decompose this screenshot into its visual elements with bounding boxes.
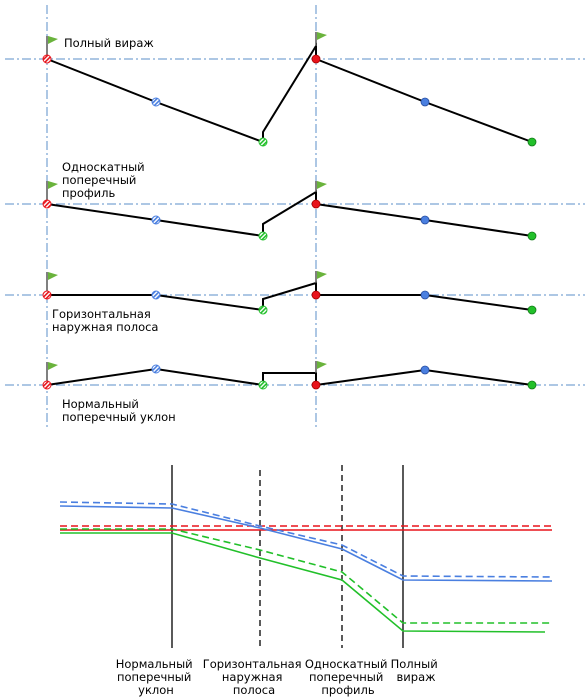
- flag-icon: [315, 181, 327, 192]
- point-blue-hatched: [151, 215, 161, 225]
- point-blue-hatched: [151, 290, 161, 300]
- section-horizontal-outer-lane: Горизонтальная наружная полоса: [42, 271, 537, 334]
- point-red-hatched: [42, 54, 52, 64]
- station-label-single-slope: Односкатный поперечный профиль: [305, 657, 391, 697]
- point-blue: [420, 290, 430, 300]
- point-green: [527, 380, 537, 390]
- section-single-slope-profile: Односкатный поперечный профиль: [42, 160, 537, 241]
- section-full-superelevation: Полный вираж: [42, 32, 537, 147]
- station-label-horizontal-lane: Горизонтальная наружная полоса: [203, 657, 306, 697]
- profile-line-left: [46, 42, 317, 144]
- point-red: [311, 54, 321, 64]
- profile-line-left: [47, 281, 317, 312]
- point-green-hatched: [258, 380, 268, 390]
- point-blue: [420, 365, 430, 375]
- flag-icon: [315, 361, 327, 373]
- point-red-hatched: [42, 290, 52, 300]
- blue-line-solid: [59, 505, 553, 582]
- green-line-dashed: [60, 528, 552, 624]
- blue-line-dashed: [59, 501, 553, 578]
- point-blue-hatched: [151, 97, 161, 107]
- flag-icon: [315, 32, 327, 46]
- section-label: Нормальный поперечный уклон: [62, 397, 176, 424]
- flag-icon: [315, 271, 327, 283]
- point-blue: [420, 97, 430, 107]
- point-green: [527, 231, 537, 241]
- transition-profile: Нормальный поперечный уклон Горизонтальн…: [59, 465, 553, 697]
- point-red: [311, 290, 321, 300]
- station-label-full-superelevation: Полный вираж: [391, 657, 442, 684]
- section-label: Горизонтальная наружная полоса: [52, 307, 158, 334]
- point-red: [311, 199, 321, 209]
- profile-line-left: [46, 190, 317, 238]
- point-blue-hatched: [151, 364, 161, 374]
- point-green-hatched: [258, 231, 268, 241]
- green-line-solid: [60, 532, 546, 633]
- section-label: Односкатный поперечный профиль: [62, 160, 148, 200]
- section-normal-crown: Нормальный поперечный уклон: [42, 361, 537, 424]
- point-blue: [420, 215, 430, 225]
- section-label: Полный вираж: [64, 36, 154, 50]
- point-green-hatched: [258, 137, 268, 147]
- point-green: [527, 137, 537, 147]
- station-label-normal-crown: Нормальный поперечный уклон: [116, 657, 197, 697]
- point-red-hatched: [42, 380, 52, 390]
- point-red-hatched: [42, 199, 52, 209]
- point-red: [311, 380, 321, 390]
- point-green: [527, 305, 537, 315]
- profile-line-left: [46, 367, 317, 387]
- point-green-hatched: [258, 305, 268, 315]
